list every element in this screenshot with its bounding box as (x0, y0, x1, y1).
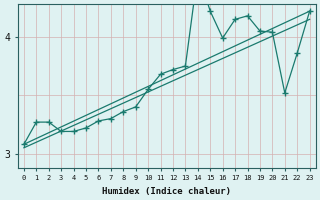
X-axis label: Humidex (Indice chaleur): Humidex (Indice chaleur) (102, 187, 231, 196)
